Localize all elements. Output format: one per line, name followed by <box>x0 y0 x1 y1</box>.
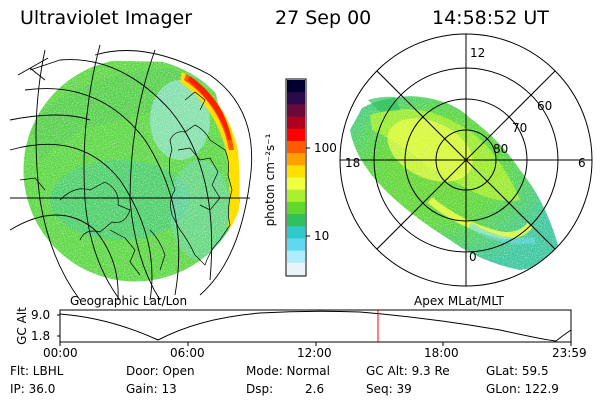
apex-caption: Apex MLat/MLT <box>414 294 504 308</box>
colorbar-swatch <box>287 80 305 93</box>
colorbar-swatch <box>287 153 305 166</box>
colorbar-swatch <box>287 226 305 239</box>
altitude-xtick-1200: 12:00 <box>297 346 332 360</box>
instrument-title: Ultraviolet Imager <box>20 7 193 29</box>
mlt-label-6: 6 <box>578 156 586 170</box>
mlt-label-12: 12 <box>470 46 486 60</box>
colorbar-unit-label: photon cm⁻²s⁻¹ <box>263 133 277 227</box>
geographic-map <box>9 44 253 301</box>
colorbar-swatch <box>287 250 305 264</box>
mlat-label-70: 70 <box>512 121 528 135</box>
map-edge-lines <box>17 57 61 76</box>
altitude-curve <box>59 310 572 342</box>
colorbar-swatch <box>287 214 305 227</box>
info-gain: Gain: 13 <box>126 382 177 396</box>
geographic-caption: Geographic Lat/Lon <box>70 294 188 308</box>
altitude-ytick-9: 9.0 <box>31 308 51 322</box>
info-flt: Flt: LBHL <box>10 364 64 378</box>
colorbar-tick-100: 100 <box>314 141 337 155</box>
colorbar-swatch <box>287 201 305 215</box>
info-seq: Seq: 39 <box>366 382 412 396</box>
altitude-xtick-1800: 18:00 <box>424 346 459 360</box>
coastlines <box>19 91 233 276</box>
colorbar-swatch <box>287 177 305 191</box>
time-label: 14:58:52 UT <box>432 7 549 29</box>
altitude-ytick-1-8: 1.8 <box>31 329 51 343</box>
info-glon: GLon: 122.9 <box>486 382 559 396</box>
info-ip: IP: 36.0 <box>10 382 56 396</box>
colorbar-swatch <box>287 262 305 276</box>
info-dsp-label: Dsp: <box>246 382 274 396</box>
colorbar-tick-10: 10 <box>314 229 330 243</box>
info-gc-alt: GC Alt: 9.3 Re <box>366 364 450 378</box>
mlt-label-0: 0 <box>469 250 477 264</box>
altitude-xtick-0000: 00:00 <box>43 346 78 360</box>
altitude-plot-frame <box>59 309 572 343</box>
info-mode: Mode: Normal <box>246 364 330 378</box>
altitude-plot <box>57 309 572 346</box>
altitude-ylabel: GC Alt <box>15 307 29 345</box>
colorbar-swatch <box>287 140 305 154</box>
mlat-label-80: 80 <box>493 142 509 156</box>
altitude-ticks <box>57 314 572 346</box>
date-label: 27 Sep 00 <box>275 7 372 29</box>
colorbar <box>285 78 310 277</box>
mlt-label-18: 18 <box>345 156 361 170</box>
colorbar-gradient <box>287 80 305 276</box>
altitude-xtick-0600: 06:00 <box>170 346 205 360</box>
info-glat: GLat: 59.5 <box>486 364 549 378</box>
colorbar-swatch <box>287 128 305 142</box>
altitude-xtick-2359: 23:59 <box>552 346 587 360</box>
geographic-grid <box>9 44 253 301</box>
mlat-label-60: 60 <box>537 99 553 113</box>
colorbar-swatch <box>287 104 305 118</box>
colorbar-swatch <box>287 238 305 252</box>
info-door: Door: Open <box>126 364 195 378</box>
colorbar-swatch <box>287 92 305 105</box>
colorbar-swatch <box>287 116 305 130</box>
polar-grid <box>339 33 593 287</box>
colorbar-swatch <box>287 165 305 178</box>
polar-map <box>339 33 593 287</box>
info-dsp-value: 2.6 <box>305 382 325 396</box>
colorbar-swatch <box>287 189 305 203</box>
